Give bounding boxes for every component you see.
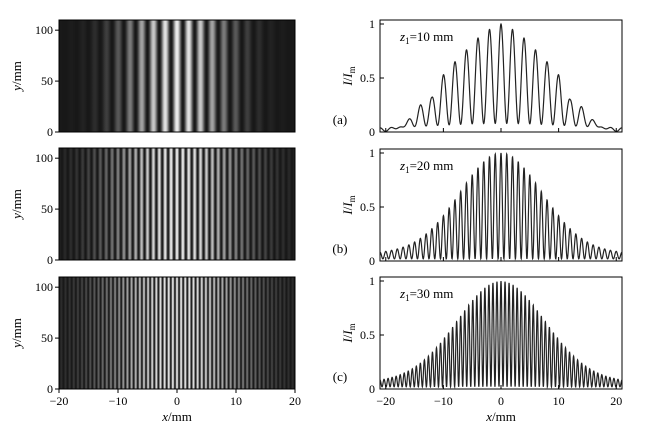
y-tick-label: 0.5 xyxy=(360,200,375,214)
y-tick-label: 0 xyxy=(47,382,53,396)
y-tick-label: 50 xyxy=(41,202,53,216)
x-tick-label: 0 xyxy=(174,394,180,408)
panel-label: (c) xyxy=(333,369,347,384)
y-tick-label: 100 xyxy=(35,151,53,165)
fringe-image xyxy=(59,277,295,389)
axes-frame xyxy=(58,19,296,133)
y-tick-label: 50 xyxy=(41,331,53,345)
y-tick-label: 0.5 xyxy=(360,71,375,85)
y-tick-label: 0 xyxy=(369,382,375,396)
axes-frame xyxy=(58,147,296,261)
x-tick-label: −10 xyxy=(109,394,128,408)
y-tick-label: 0 xyxy=(47,125,53,139)
y-axis-label: I/Im xyxy=(340,66,357,86)
y-tick-label: 0 xyxy=(369,254,375,268)
x-tick-label: 20 xyxy=(289,394,301,408)
y-tick-label: 1 xyxy=(369,146,375,160)
y-tick-label: 100 xyxy=(35,280,53,294)
y-axis-label: y/mm xyxy=(9,61,24,93)
x-tick-label: 10 xyxy=(230,394,242,408)
distance-annotation: z1=10 mm xyxy=(399,29,453,46)
x-tick-label: −20 xyxy=(376,394,395,408)
y-tick-label: 0 xyxy=(47,253,53,267)
distance-annotation: z1=30 mm xyxy=(399,286,453,303)
y-axis-label: I/Im xyxy=(340,195,357,215)
y-axis-label: y/mm xyxy=(9,318,24,350)
y-tick-label: 0.5 xyxy=(360,328,375,342)
y-axis-label: y/mm xyxy=(9,189,24,221)
x-axis-label: x/mm xyxy=(485,409,516,424)
fringe-image xyxy=(59,20,295,132)
x-tick-label: −20 xyxy=(50,394,69,408)
x-axis-label: x/mm xyxy=(161,409,192,424)
y-tick-label: 100 xyxy=(35,23,53,37)
x-tick-label: 20 xyxy=(610,394,622,408)
panel-label: (a) xyxy=(333,112,347,127)
x-tick-label: −10 xyxy=(434,394,453,408)
intensity-curve xyxy=(380,280,622,389)
intensity-curve xyxy=(380,22,622,132)
y-tick-label: 1 xyxy=(369,17,375,31)
axes-frame xyxy=(379,148,623,262)
intensity-curve xyxy=(380,151,622,261)
panel-label: (b) xyxy=(332,241,347,256)
fringe-image xyxy=(59,148,295,260)
distance-annotation: z1=20 mm xyxy=(399,158,453,175)
y-axis-label: I/Im xyxy=(340,323,357,343)
y-tick-label: 50 xyxy=(41,74,53,88)
y-tick-label: 1 xyxy=(369,274,375,288)
x-tick-label: 0 xyxy=(498,394,504,408)
y-tick-label: 0 xyxy=(369,125,375,139)
x-tick-label: 10 xyxy=(553,394,565,408)
axes-frame xyxy=(379,19,623,133)
